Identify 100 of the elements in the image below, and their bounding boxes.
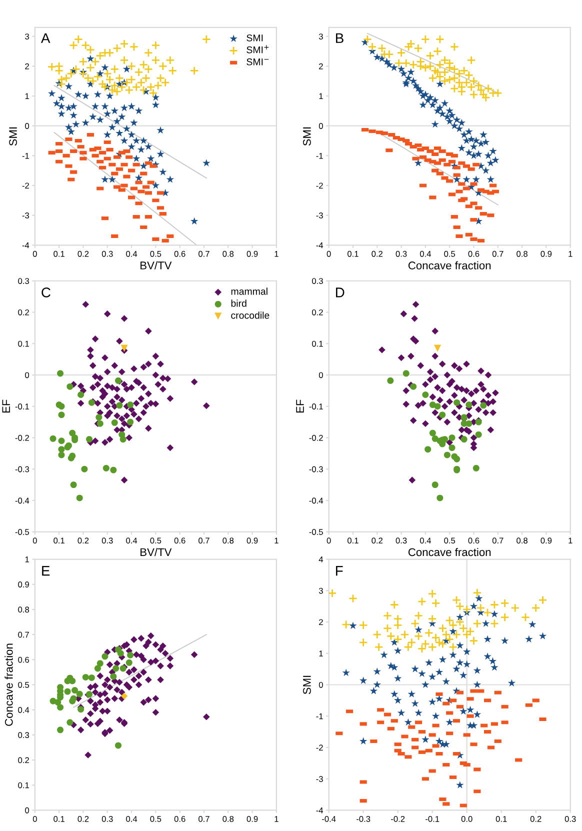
x-axis-title: Concave fraction <box>408 548 491 556</box>
x-tick-label: -0.3 <box>356 816 370 822</box>
y-tick-label: 0.2 <box>18 309 29 316</box>
y-tick-label: -2 <box>22 182 29 189</box>
legend-label: SMI <box>246 34 263 42</box>
y-tick-label: -2 <box>316 744 323 751</box>
y-axis-title: EF <box>2 400 10 413</box>
y-tick-label: 0 <box>318 372 323 378</box>
x-tick-label: 0.2 <box>530 816 542 822</box>
x-tick-label: 0 <box>326 538 331 544</box>
y-tick-label: -2 <box>316 182 323 189</box>
x-tick-label: 0.8 <box>516 250 528 257</box>
x-tick-label: 0.3 <box>102 816 113 822</box>
x-tick-label: -0.1 <box>426 816 440 822</box>
y-tick-label: -0.5 <box>309 529 323 535</box>
x-tick-label: 1 <box>274 538 278 544</box>
y-tick-label: -4 <box>316 808 324 814</box>
y-tick-label: -4 <box>316 242 324 248</box>
x-tick-label: 1 <box>568 538 572 544</box>
x-tick-label: 0.3 <box>564 816 576 822</box>
y-tick-label: 0.9 <box>18 582 29 588</box>
x-tick-label: 1 <box>274 251 278 257</box>
y-tick-label: -0.1 <box>15 404 29 410</box>
x-tick-label: 0.1 <box>54 538 64 544</box>
x-tick-label: 0.6 <box>174 250 186 257</box>
x-tick-label: 0 <box>32 816 37 822</box>
y-tick-label: 1 <box>25 556 29 562</box>
x-tick-label: 0.4 <box>126 816 138 822</box>
y-tick-label: 3 <box>318 588 323 594</box>
y-tick-label: 0.2 <box>312 309 323 316</box>
annotation: C <box>42 288 50 298</box>
x-tick-label: 0.5 <box>444 250 456 257</box>
x-tick-label: 0.7 <box>492 538 504 544</box>
x-tick-label: 0.9 <box>246 538 258 544</box>
y-axis-title: SMI <box>303 127 311 146</box>
y-tick-label: 0.8 <box>18 606 30 613</box>
y-tick-label: 0 <box>25 807 30 814</box>
y-tick-label: 0.6 <box>18 656 29 663</box>
annotation: F <box>336 566 343 576</box>
y-tick-label: -3 <box>316 212 323 218</box>
y-tick-label: 1 <box>319 93 323 100</box>
x-tick-label: 0 <box>326 250 331 257</box>
x-tick-label: 0.4 <box>126 538 138 544</box>
y-tick-label: 2 <box>319 63 323 70</box>
x-tick-label: 0.5 <box>150 816 162 822</box>
y-axis-title: Concave fraction <box>4 644 13 726</box>
x-tick-label: 0.1 <box>496 816 507 822</box>
y-tick-label: -4 <box>22 242 30 248</box>
y-tick-label: 0 <box>25 372 30 378</box>
x-tick-label: 0.3 <box>396 250 407 257</box>
x-tick-label: 0.1 <box>54 250 64 257</box>
y-axis-title: SMI <box>303 676 311 694</box>
legend-label: crocodile <box>231 312 270 319</box>
y-tick-label: 0 <box>25 123 30 129</box>
y-tick-label: 4 <box>318 556 324 562</box>
y-tick-label: 0.1 <box>18 340 29 347</box>
y-tick-label: -1 <box>316 713 323 720</box>
x-axis-title: Concave fraction <box>408 261 491 270</box>
y-tick-label: -0.3 <box>15 466 29 472</box>
x-tick-label: 0.1 <box>348 538 358 544</box>
y-tick-label: -0.2 <box>15 434 29 441</box>
x-tick-label: 0.8 <box>516 538 528 544</box>
x-tick-label: 0.2 <box>372 250 383 257</box>
y-tick-label: 3 <box>318 34 323 40</box>
x-tick-label: 0.1 <box>348 250 358 257</box>
x-tick-label: 0.9 <box>540 538 552 544</box>
x-tick-label: 0.4 <box>126 250 138 257</box>
x-axis-title: BV/TV <box>140 261 172 270</box>
y-tick-label: 0.1 <box>312 340 323 347</box>
y-tick-label: 0 <box>318 123 323 129</box>
y-tick-label: -1 <box>316 152 323 159</box>
x-tick-label: 1 <box>274 816 278 822</box>
annotation: A <box>40 33 50 43</box>
x-tick-label: 0.9 <box>246 250 258 257</box>
x-tick-label: 0.7 <box>198 816 210 822</box>
x-tick-label: 0.7 <box>492 250 504 257</box>
y-tick-label: -0.4 <box>309 498 324 504</box>
y-tick-label: -0.4 <box>15 498 30 504</box>
x-tick-label: 0.0 <box>461 816 472 822</box>
x-tick-label: 0.4 <box>420 538 431 544</box>
y-tick-label: -0.1 <box>309 404 323 410</box>
y-tick-label: -1 <box>22 152 29 159</box>
x-tick-label: 0.8 <box>222 816 234 822</box>
legend-label: mammal <box>231 288 268 295</box>
y-tick-label: -3 <box>316 776 323 782</box>
x-tick-label: 0.9 <box>246 816 258 822</box>
y-tick-label: 2 <box>25 63 29 70</box>
x-tick-label: 0.2 <box>78 250 89 257</box>
x-tick-label: 0.3 <box>396 538 407 544</box>
legend-label: bird <box>231 300 246 307</box>
x-tick-label: 1 <box>568 251 572 257</box>
x-tick-label: 0.5 <box>150 538 162 544</box>
x-tick-label: 0.6 <box>468 538 480 544</box>
annotation: E <box>42 566 50 576</box>
y-tick-label: 0.3 <box>18 732 29 738</box>
x-tick-label: 0.3 <box>102 538 113 544</box>
x-tick-label: -0.2 <box>391 816 405 822</box>
x-tick-label: 0.6 <box>174 538 186 544</box>
legend-label: SMI$^{+}$ <box>246 45 269 54</box>
x-tick-label: 0.5 <box>150 250 162 257</box>
